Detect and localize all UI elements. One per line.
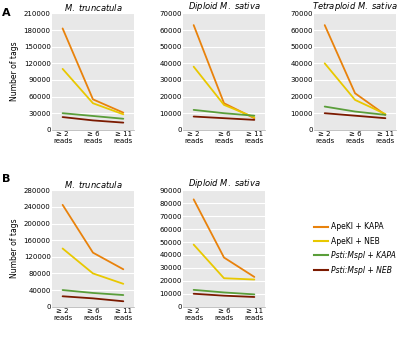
Title: $\it{Diploid\ M.\ sativa}$: $\it{Diploid\ M.\ sativa}$ xyxy=(188,177,260,190)
Title: $\it{M.\ truncatula}$: $\it{M.\ truncatula}$ xyxy=(64,2,122,13)
Text: B: B xyxy=(2,174,10,184)
Legend: ApeKI + KAPA, ApeKI + NEB, Psti:Mspl + KAPA, Psti:Mspl + NEB: ApeKI + KAPA, ApeKI + NEB, Psti:Mspl + K… xyxy=(314,222,396,275)
Title: $\it{Diploid\ M.\ sativa}$: $\it{Diploid\ M.\ sativa}$ xyxy=(188,0,260,13)
Y-axis label: Number of tags: Number of tags xyxy=(10,219,20,278)
Text: A: A xyxy=(2,8,11,19)
Y-axis label: Number of tags: Number of tags xyxy=(10,42,20,101)
Title: $\it{Tetraploid\ M.\ sativa}$: $\it{Tetraploid\ M.\ sativa}$ xyxy=(312,0,398,13)
Title: $\it{M.\ truncatula}$: $\it{M.\ truncatula}$ xyxy=(64,179,122,189)
